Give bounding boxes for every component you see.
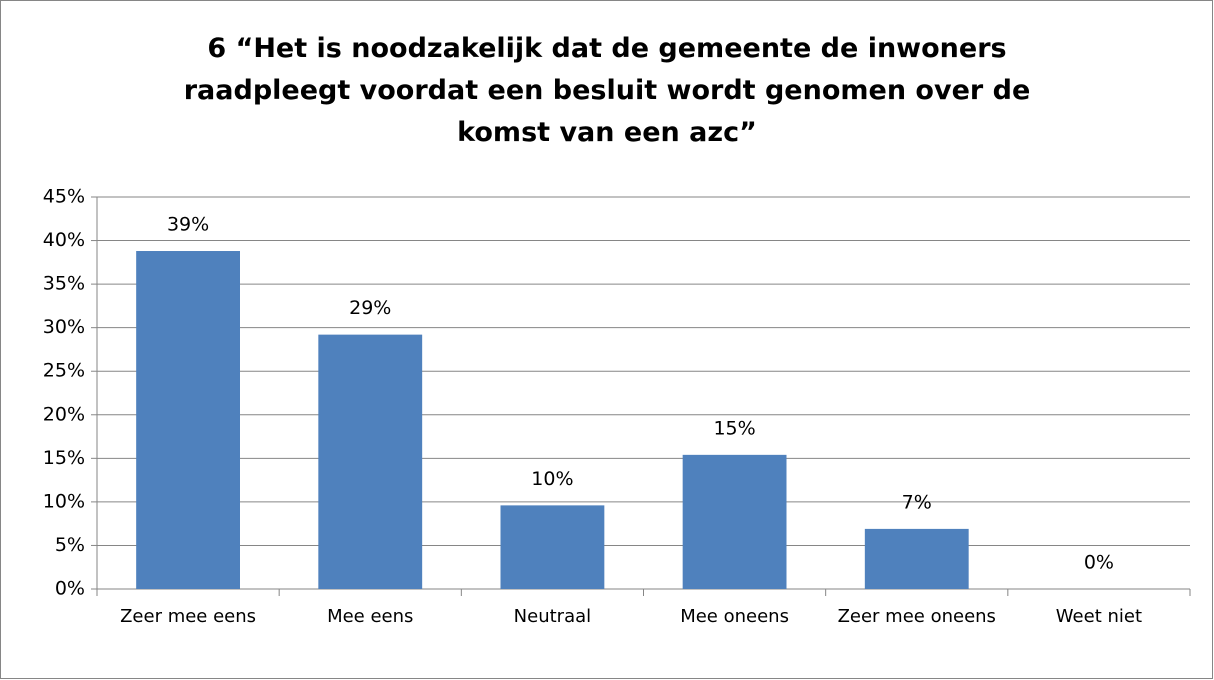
data-label: 29% <box>349 297 391 319</box>
bar <box>500 505 605 589</box>
y-tick-label: 25% <box>43 360 85 382</box>
x-tick-label: Mee eens <box>327 606 414 627</box>
y-tick-label: 20% <box>43 403 85 425</box>
y-tick-label: 30% <box>43 316 85 338</box>
x-tick-label: Neutraal <box>513 606 592 627</box>
x-tick-label: Zeer mee eens <box>120 606 257 627</box>
data-label: 39% <box>167 214 209 236</box>
x-label-box: Mee oneens <box>680 606 789 627</box>
chart-title: 6 “Het is noodzakelijk dat de gemeente d… <box>183 33 1031 148</box>
y-tick-label: 45% <box>43 186 85 208</box>
bar <box>864 528 969 589</box>
x-label-box: Weet niet <box>1055 606 1143 627</box>
y-tick-label: 0% <box>55 578 85 600</box>
bar <box>136 251 241 589</box>
data-label: 10% <box>531 468 573 490</box>
data-label: 0% <box>1084 552 1114 574</box>
y-tick-label: 15% <box>43 447 85 469</box>
x-label-box: Neutraal <box>513 606 592 627</box>
y-tick-label: 35% <box>43 273 85 295</box>
bar <box>318 334 423 589</box>
x-label-box: Mee eens <box>327 606 414 627</box>
x-label-box: Zeer mee oneens <box>837 606 996 627</box>
y-tick-label: 5% <box>55 534 85 556</box>
x-label-box: Zeer mee eens <box>120 606 257 627</box>
y-tick-label: 10% <box>43 490 85 512</box>
title-box: 6 “Het is noodzakelijk dat de gemeente d… <box>183 33 1031 148</box>
x-tick-label: Mee oneens <box>680 606 789 627</box>
data-label: 7% <box>902 491 932 513</box>
x-tick-label: Weet niet <box>1055 606 1143 627</box>
data-label: 15% <box>713 417 755 439</box>
bar <box>682 454 787 589</box>
y-tick-label: 40% <box>43 229 85 251</box>
x-tick-label: Zeer mee oneens <box>837 606 996 627</box>
